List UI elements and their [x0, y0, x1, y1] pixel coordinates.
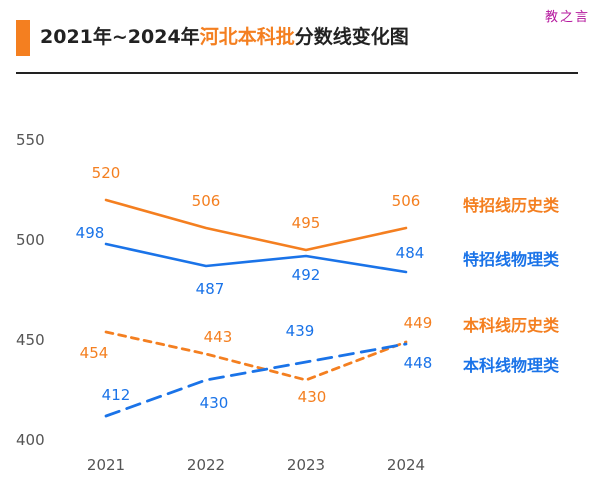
data-label-0-2: 495	[292, 214, 321, 232]
x-axis-ticks: 2021 2022 2023 2024	[87, 456, 425, 474]
y-tick-550: 550	[16, 131, 45, 149]
y-tick-500: 500	[16, 231, 45, 249]
x-tick-2024: 2024	[387, 456, 425, 474]
watermark: 教之言	[544, 10, 590, 25]
data-label-3-1: 430	[200, 394, 229, 412]
data-label-1-1: 487	[196, 280, 225, 298]
data-label-2-3: 449	[404, 314, 433, 332]
chart-title: 2021年~2024年河北本科批分数线变化图	[40, 22, 409, 49]
title-prefix: 2021年~2024年	[40, 26, 200, 48]
series-label-3: 本科线物理类	[463, 356, 560, 375]
data-label-1-2: 492	[292, 266, 321, 284]
series-lines	[104, 198, 408, 418]
y-tick-450: 450	[16, 331, 45, 349]
series-line-2	[104, 330, 408, 382]
data-label-2-0: 454	[80, 344, 109, 362]
data-label-0-1: 506	[192, 192, 221, 210]
title-highlight: 河北本科批	[199, 26, 295, 48]
title-suffix: 分数线变化图	[294, 26, 409, 48]
data-label-3-2: 439	[286, 322, 315, 340]
series-label-2: 本科线历史类	[463, 316, 560, 335]
series-label-0: 特招线历史类	[463, 196, 560, 215]
x-tick-2023: 2023	[287, 456, 325, 474]
series-line-1	[104, 242, 408, 274]
series-line-3	[104, 342, 408, 418]
y-axis-ticks: 400 450 500 550	[16, 131, 45, 449]
title-accent-bar	[16, 20, 30, 56]
data-label-0-0: 520	[92, 164, 121, 182]
data-labels: 520 506 495 506 498 487 492 484 454 443 430 449 412 4…	[76, 164, 433, 412]
data-label-1-3: 484	[396, 244, 425, 262]
title-divider	[16, 72, 578, 74]
y-tick-400: 400	[16, 431, 45, 449]
series-line-0	[104, 198, 408, 252]
data-label-1-0: 498	[76, 224, 105, 242]
data-label-3-0: 412	[102, 386, 131, 404]
data-label-3-3: 448	[404, 354, 433, 372]
data-label-0-3: 506	[392, 192, 421, 210]
data-label-2-1: 443	[204, 328, 233, 346]
data-label-2-2: 430	[298, 388, 327, 406]
x-tick-2021: 2021	[87, 456, 125, 474]
x-tick-2022: 2022	[187, 456, 225, 474]
series-label-1: 特招线物理类	[463, 250, 560, 269]
